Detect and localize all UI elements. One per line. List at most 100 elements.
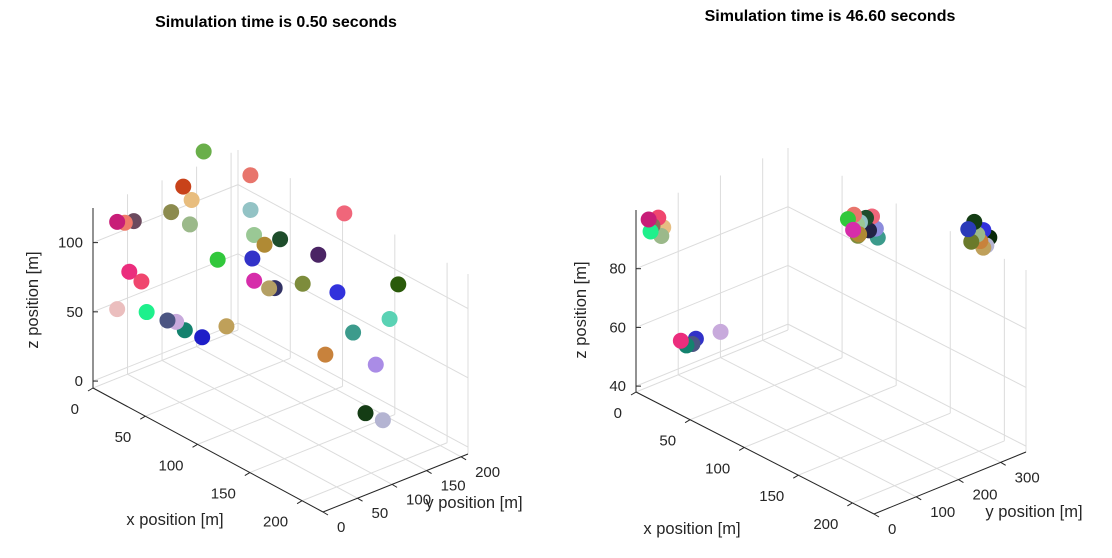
x-tick-label: 200 bbox=[263, 514, 288, 531]
z-tick-label: 40 bbox=[609, 378, 626, 395]
y-tick-mark bbox=[460, 456, 467, 461]
gridline-floor-x bbox=[145, 357, 291, 417]
gridline-floor-x bbox=[635, 329, 789, 393]
y-axis-line bbox=[322, 453, 469, 513]
data-point bbox=[242, 201, 259, 218]
z-tick-label: 80 bbox=[609, 261, 626, 278]
y-tick-label: 0 bbox=[337, 519, 345, 536]
y-tick-label: 0 bbox=[888, 521, 896, 538]
y-tick-label: 150 bbox=[441, 478, 466, 495]
z-axis-label-left: z position [m] bbox=[24, 251, 42, 348]
data-point bbox=[672, 332, 689, 349]
gridline-floor-x bbox=[798, 412, 951, 476]
gridline-floor-x bbox=[197, 385, 343, 445]
data-point bbox=[272, 231, 289, 248]
data-point bbox=[246, 272, 263, 289]
data-point bbox=[845, 221, 862, 238]
data-point bbox=[183, 192, 200, 209]
y-tick-label: 200 bbox=[972, 487, 997, 504]
y-axis-label-right: y position [m] bbox=[985, 503, 1082, 521]
data-point bbox=[317, 346, 334, 363]
gridline-back-z bbox=[237, 253, 469, 379]
z-tick-label: 100 bbox=[58, 235, 83, 252]
x-tick-label: 100 bbox=[159, 457, 184, 474]
data-point bbox=[256, 236, 273, 253]
x-tick-mark bbox=[847, 502, 853, 507]
gridline-floor-x bbox=[301, 442, 448, 502]
gridline-wall-z bbox=[635, 323, 789, 387]
data-point bbox=[336, 205, 353, 222]
z-tick-label: 60 bbox=[609, 319, 626, 336]
x-tick-label: 50 bbox=[659, 433, 676, 450]
x-axis-line bbox=[92, 387, 324, 513]
y-tick-label: 100 bbox=[406, 491, 431, 508]
x-tick-label: 0 bbox=[614, 405, 622, 422]
data-point bbox=[218, 318, 235, 335]
gridline-floor-y bbox=[230, 332, 462, 458]
data-point bbox=[138, 304, 155, 321]
y-tick-mark bbox=[1000, 461, 1006, 466]
data-point bbox=[109, 301, 126, 318]
x-tick-mark bbox=[630, 391, 637, 396]
gridline-floor-y bbox=[677, 374, 917, 498]
data-point bbox=[640, 211, 657, 228]
data-point bbox=[246, 226, 263, 243]
data-point bbox=[712, 323, 729, 340]
y-tick-label: 50 bbox=[372, 505, 389, 522]
gridline-back-z bbox=[787, 206, 1027, 330]
data-point bbox=[242, 167, 259, 184]
x-axis-line bbox=[635, 391, 875, 515]
chart-title-left: Simulation time is 0.50 seconds bbox=[155, 14, 397, 31]
data-point bbox=[109, 213, 126, 230]
data-point bbox=[374, 412, 391, 429]
y-tick-mark bbox=[915, 496, 922, 501]
gridline-back-z bbox=[787, 264, 1027, 388]
y-tick-label: 300 bbox=[1015, 469, 1040, 486]
gridline-floor-x bbox=[92, 329, 239, 389]
data-point bbox=[642, 223, 659, 240]
gridline-floor-y bbox=[161, 359, 393, 485]
x-tick-label: 150 bbox=[211, 486, 236, 503]
data-point bbox=[159, 312, 176, 329]
data-point bbox=[121, 263, 138, 280]
y-tick-label: 200 bbox=[475, 464, 500, 481]
subplot-right: Simulation time is 46.60 seconds 0 50 100 1… bbox=[572, 8, 1083, 538]
x-tick-mark bbox=[87, 387, 94, 392]
y-tick-mark bbox=[873, 513, 880, 518]
subplot-left: Simulation time is 0.50 seconds 0 50 100 15… bbox=[24, 14, 523, 536]
data-point bbox=[960, 221, 977, 238]
x-tick-mark bbox=[684, 419, 691, 424]
y-tick-label: 100 bbox=[930, 504, 955, 521]
data-point bbox=[209, 251, 226, 268]
gridline-floor-x bbox=[689, 357, 843, 421]
gridline-floor-x bbox=[743, 384, 897, 448]
x-tick-mark bbox=[793, 474, 799, 479]
gridline-floor-y bbox=[762, 339, 1001, 463]
x-tick-label: 0 bbox=[71, 401, 79, 418]
x-tick-mark bbox=[738, 447, 745, 451]
data-point bbox=[294, 275, 311, 292]
y-tick-mark bbox=[322, 511, 329, 516]
gridline-wall-z bbox=[92, 322, 239, 382]
data-point bbox=[963, 233, 980, 250]
gridline-floor-y bbox=[196, 346, 427, 472]
gridline-floor-x bbox=[249, 414, 396, 474]
data-point bbox=[181, 216, 198, 233]
data-point bbox=[163, 204, 180, 221]
data-point bbox=[195, 143, 212, 160]
x-tick-mark bbox=[140, 415, 146, 420]
y-tick-mark bbox=[426, 470, 432, 475]
data-point bbox=[261, 280, 278, 297]
data-point bbox=[244, 250, 261, 267]
gridline-wall-z bbox=[635, 206, 789, 270]
x-tick-label: 50 bbox=[115, 429, 132, 446]
y-tick-mark bbox=[357, 497, 363, 502]
data-point bbox=[390, 276, 407, 293]
gridline-back-z bbox=[787, 323, 1027, 447]
data-point bbox=[175, 178, 192, 195]
gridline-back-z bbox=[237, 322, 469, 448]
x-tick-mark bbox=[192, 443, 198, 448]
data-point bbox=[310, 246, 327, 263]
y-axis-label-left: y position [m] bbox=[425, 494, 522, 512]
